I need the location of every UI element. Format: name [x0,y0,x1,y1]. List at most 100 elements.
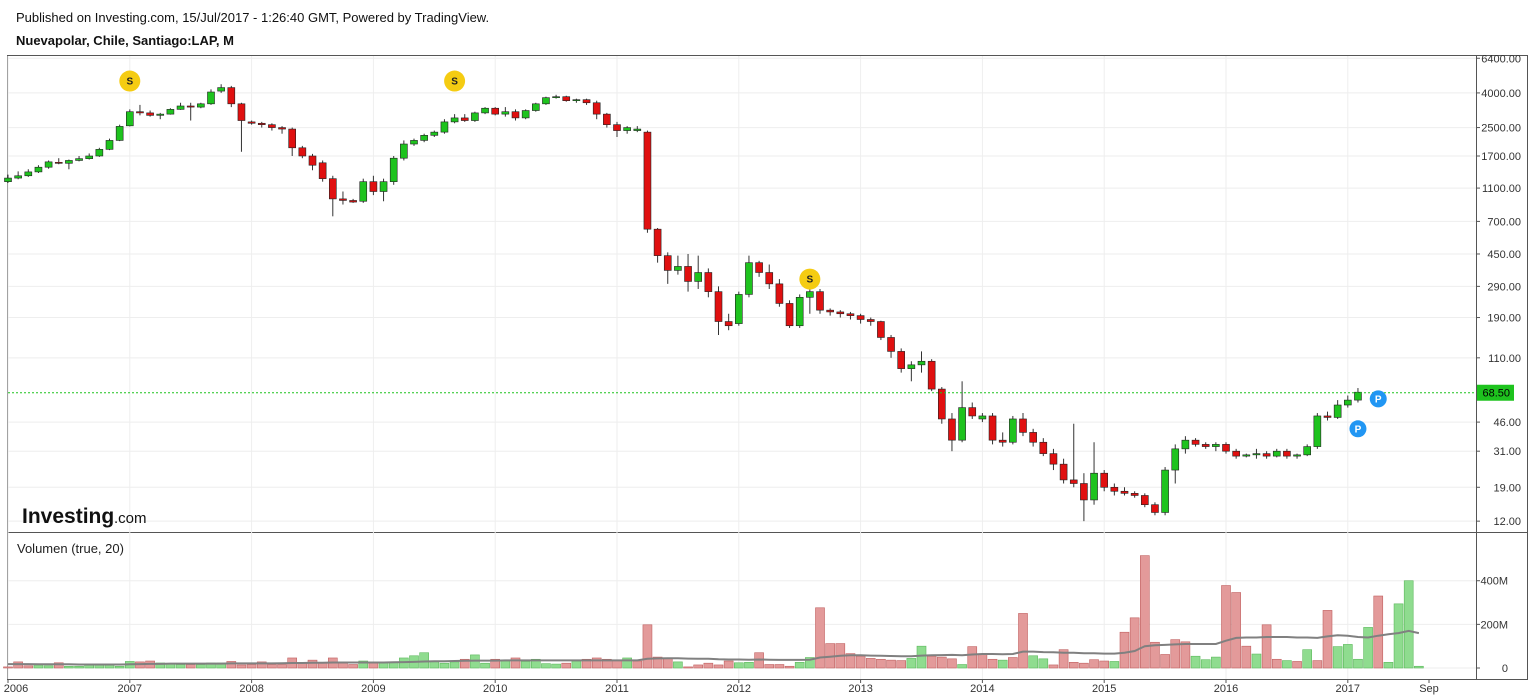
candle-body [694,272,703,282]
candle-body [887,337,895,352]
candle [816,288,824,314]
volume-bar [1292,661,1302,669]
candle [1201,442,1210,449]
candle-body [826,309,834,313]
candle-body [298,147,307,157]
price-pane[interactable] [7,55,1528,533]
candle-body [958,407,966,441]
candle-body [1344,399,1352,406]
volume-bar [196,664,206,669]
candle [927,359,936,392]
candle-body [95,149,104,157]
grid [7,56,1476,679]
candle [562,95,571,102]
volume-bar [1343,644,1353,669]
time-tick-label: 2017 [1336,683,1360,695]
candle-body [592,102,601,115]
candle-body [1242,454,1251,457]
volume-bar [916,645,927,669]
time-tick-label: 2013 [848,683,872,695]
volume-bar [1302,649,1312,669]
split-event-marker[interactable]: S [444,70,466,92]
volume-bar [358,660,369,669]
investing-logo: Investing .com [22,505,147,528]
event-markers[interactable]: S S S P P [119,70,1387,438]
candle [1080,473,1088,522]
candle-body [349,200,357,203]
candle-body [653,228,662,256]
event-badge [119,70,141,92]
candle [1283,448,1291,459]
candle-body [1191,439,1200,445]
volume-bar [886,659,896,669]
volume-bar [53,662,64,669]
volume-bar [439,662,450,669]
volume-bar [1211,656,1221,669]
volume-bar [936,656,947,669]
last-price-value: 68.50 [1482,388,1510,400]
volume-bar [500,660,511,669]
volume-bar [622,657,632,669]
candle-body [1151,504,1159,513]
split-event-marker[interactable]: S [799,268,821,290]
time-tick-label: 2010 [483,683,507,695]
price-axis[interactable]: 6400.00 4000.00 2500.00 1700.00 1100.00 700.0… [1476,53,1521,528]
candle-body [166,109,175,115]
candle-body [674,266,682,271]
candle [298,145,307,159]
candle-body [755,262,763,273]
candle [806,288,814,314]
volume-bar [1160,654,1170,669]
volume-bar [348,664,358,669]
volume-bar [1403,580,1414,669]
candle-body [1222,444,1230,452]
candle [197,102,205,109]
candle [65,159,73,170]
candle [4,174,12,183]
candle [998,432,1007,447]
split-event-marker[interactable]: S [119,70,141,92]
candle [856,313,865,324]
volume-bar [1221,585,1231,669]
candle-body [1069,479,1078,484]
price-tick-label: 450.00 [1487,249,1521,261]
candle [552,94,560,99]
candle-body [704,272,713,292]
candle-body [85,155,93,159]
candle [14,171,22,180]
candle-body [988,415,997,441]
volume-bar [632,660,643,669]
volume-bar [338,662,348,669]
candle [1130,491,1139,498]
volume-bar [713,664,724,669]
candle-body [937,388,946,420]
volume-bar [673,661,683,669]
volume-bar [1251,653,1262,669]
volume-bar [1393,603,1404,669]
dividend-event-marker[interactable]: P [1369,390,1387,408]
candle-body [186,105,195,108]
volume-bar [541,663,551,669]
dividend-event-marker[interactable]: P [1349,420,1367,438]
volume-bar [784,665,795,669]
candle [785,300,794,328]
candle-body [633,128,642,131]
volume-bar [480,662,490,669]
volume-pane[interactable] [7,532,1528,680]
candle-body [146,112,154,116]
candle-body [1201,444,1210,447]
candle-body [765,272,774,285]
candle [318,160,327,182]
candle [24,169,33,177]
time-axis[interactable]: 2006 2007 2008 2009 2010 2011 2012 2013 2014 2015… [4,679,1439,695]
candle-body [785,303,794,327]
candle [207,89,215,105]
candle-body [1009,418,1017,443]
candle [613,121,621,137]
time-tick-label: 2016 [1214,683,1238,695]
candle [450,114,459,124]
volume-bar [845,653,856,669]
price-tick-label: 290.00 [1487,281,1521,293]
candle-body [410,140,418,145]
